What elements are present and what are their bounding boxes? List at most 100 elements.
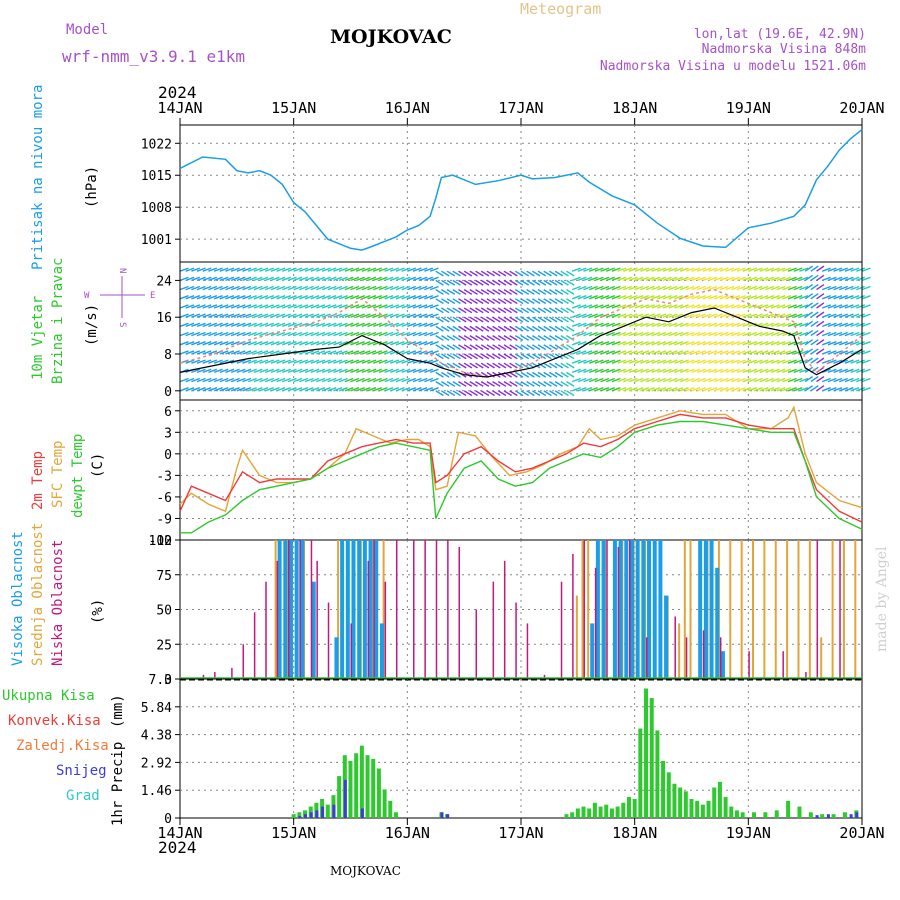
wind-barb xyxy=(566,298,575,305)
wind-barb xyxy=(270,267,280,272)
wind-barb xyxy=(850,285,860,291)
wind-barb xyxy=(651,387,661,392)
wind-barb xyxy=(384,377,394,383)
wind-barb xyxy=(372,322,382,328)
wind-barb xyxy=(446,289,456,295)
precip-bar xyxy=(786,800,791,818)
wind-barb xyxy=(861,313,871,318)
snow-bar xyxy=(321,806,325,818)
wind-barb xyxy=(685,322,695,328)
wind-barb xyxy=(225,295,235,300)
wind-barb xyxy=(196,350,206,355)
wind-barb xyxy=(685,368,695,374)
wind-barb xyxy=(770,285,780,291)
wind-barb xyxy=(611,304,621,309)
wind-barb xyxy=(492,335,501,341)
wind-barb xyxy=(247,304,257,309)
wind-barb xyxy=(657,359,667,364)
wind-barb xyxy=(185,359,195,364)
wind-barb xyxy=(782,350,792,355)
wind-barb xyxy=(418,313,428,318)
y-tick-label: 3 xyxy=(164,426,172,441)
wind-barb xyxy=(674,377,684,383)
wind-barb xyxy=(441,325,450,332)
wind-barb xyxy=(708,285,718,291)
wind-barb xyxy=(782,331,792,337)
wind-barb xyxy=(497,270,507,277)
wind-barb xyxy=(452,316,461,323)
wind-barb xyxy=(225,285,235,291)
wind-barb xyxy=(850,276,860,282)
wind-barb xyxy=(759,285,769,291)
wind-barb xyxy=(526,298,535,305)
wind-barb xyxy=(196,331,206,337)
wind-barb xyxy=(719,341,729,346)
wind-barb xyxy=(361,267,371,272)
wind-barb xyxy=(537,270,547,277)
snow-bar xyxy=(446,814,450,818)
wind-barb xyxy=(554,270,564,277)
wind-barb xyxy=(253,377,263,383)
wind-barb xyxy=(287,322,297,328)
wind-barb xyxy=(316,276,326,282)
wind-barb xyxy=(821,304,831,309)
cloud-bar xyxy=(287,540,290,679)
wind-barb xyxy=(429,331,439,337)
wind-barb xyxy=(662,304,672,309)
wind-barb xyxy=(390,368,399,374)
wind-barb xyxy=(299,377,309,383)
wind-barb xyxy=(856,387,866,392)
wind-barb xyxy=(708,377,718,383)
wind-barb xyxy=(503,390,512,397)
wind-barb xyxy=(242,267,252,272)
wind-barb xyxy=(793,341,803,346)
wind-barb xyxy=(844,331,854,337)
wind-barb xyxy=(856,322,866,328)
wind-barb xyxy=(213,377,223,383)
wind-barb xyxy=(412,387,422,392)
wind-barb xyxy=(503,335,512,341)
wind-barb xyxy=(355,295,365,300)
wind-barb xyxy=(549,289,558,295)
cloud-bar xyxy=(283,540,288,679)
wind-barb xyxy=(839,368,848,374)
wind-barb xyxy=(372,295,382,300)
wind-barb xyxy=(236,368,246,374)
wind-barb xyxy=(259,267,269,272)
wind-barb xyxy=(850,359,860,364)
wind-barb xyxy=(679,331,689,337)
wind-barb xyxy=(731,322,740,328)
wind-barb xyxy=(276,322,286,328)
wind-barb xyxy=(583,267,593,272)
x-tick-label-bottom: 19JAN xyxy=(726,824,771,842)
wind-barb xyxy=(429,341,439,346)
wind-barb xyxy=(429,368,439,374)
wind-barb xyxy=(344,267,354,272)
wind-barb xyxy=(509,316,518,323)
x-tick-label-bottom: 14JAN xyxy=(157,824,202,842)
wind-barb xyxy=(640,322,650,328)
wind-barb xyxy=(634,313,644,318)
wind-barb xyxy=(367,295,377,300)
wind-barb xyxy=(532,335,541,341)
wind-barb xyxy=(441,381,450,387)
wind-barb xyxy=(816,329,825,337)
wind-barb xyxy=(821,331,831,337)
wind-barb xyxy=(577,359,587,364)
wind-barb xyxy=(543,353,552,360)
wind-barb xyxy=(230,350,240,355)
wind-barb xyxy=(526,381,535,387)
wind-barb xyxy=(679,285,689,291)
precip-unit: (mm) xyxy=(110,694,126,728)
snow-bar xyxy=(304,814,308,818)
wind-barb xyxy=(793,331,803,337)
wind-barb xyxy=(526,307,535,314)
wind-barb xyxy=(606,368,615,374)
wind-barb xyxy=(435,362,444,369)
wind-barb xyxy=(407,295,417,300)
wind-barb xyxy=(321,267,331,272)
wind-barb xyxy=(799,267,809,272)
wind-barb xyxy=(503,289,512,295)
wind-barb xyxy=(674,331,684,337)
